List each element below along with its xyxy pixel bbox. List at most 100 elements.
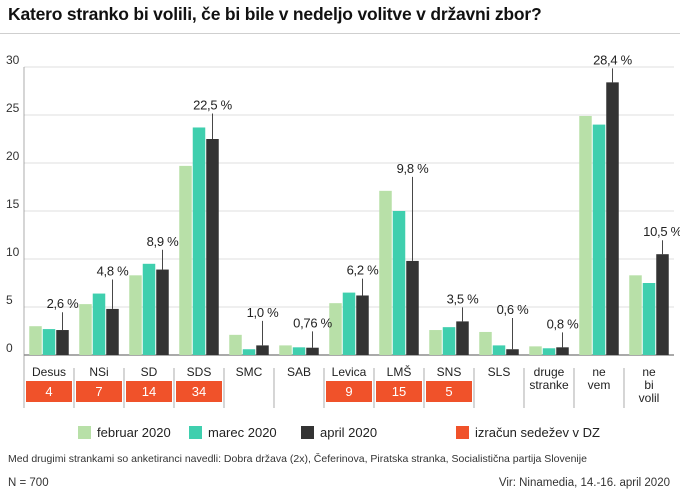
bar xyxy=(42,329,56,355)
seat-count: 15 xyxy=(392,384,406,399)
bar xyxy=(192,127,206,355)
data-label: 8,9 % xyxy=(147,234,179,249)
legend-swatch xyxy=(301,426,314,439)
seat-count: 5 xyxy=(445,384,452,399)
bar xyxy=(479,331,492,355)
y-tick-label: 5 xyxy=(6,293,13,307)
bar xyxy=(556,347,569,355)
y-tick-label: 25 xyxy=(6,101,20,115)
data-label: 22,5 % xyxy=(193,97,232,112)
data-label: 2,6 % xyxy=(47,296,79,311)
bar xyxy=(406,260,419,355)
seat-count: 9 xyxy=(345,384,352,399)
footnote: Med drugimi strankami so anketiranci nav… xyxy=(8,453,587,465)
bar xyxy=(492,345,506,355)
y-axis: 0 5 10 15 20 25 30 xyxy=(6,53,20,355)
bar xyxy=(142,263,156,355)
bar xyxy=(429,330,442,355)
legend-item-february: februar 2020 xyxy=(78,425,171,440)
bar xyxy=(29,326,42,355)
bar xyxy=(506,349,519,355)
seat-box xyxy=(426,381,472,402)
legend-label: marec 2020 xyxy=(208,425,277,440)
bar xyxy=(156,269,169,355)
bars xyxy=(29,82,669,356)
category-label: ne xyxy=(642,365,656,379)
bar xyxy=(179,165,192,355)
bar xyxy=(629,275,642,355)
bar xyxy=(79,304,92,355)
bar xyxy=(656,254,669,355)
data-label: 0,6 % xyxy=(497,302,529,317)
seat-box xyxy=(176,381,222,402)
bar xyxy=(356,295,369,355)
bar xyxy=(292,347,306,355)
category-label: ne xyxy=(592,365,606,379)
bar xyxy=(279,345,292,355)
data-label: 3,5 % xyxy=(447,291,479,306)
y-tick-label: 20 xyxy=(6,149,20,163)
category-label: stranke xyxy=(529,378,569,392)
category-label: Levica xyxy=(332,365,367,379)
category-label: LMŠ xyxy=(387,364,412,379)
category-label: SAB xyxy=(287,365,311,379)
legend-item-april: april 2020 xyxy=(301,425,377,440)
seat-count: 7 xyxy=(95,384,102,399)
legend-swatch xyxy=(78,426,91,439)
legend-label: februar 2020 xyxy=(97,425,171,440)
bar xyxy=(379,190,392,355)
data-label: 10,5 % xyxy=(643,224,680,239)
bar xyxy=(456,321,469,355)
legend-swatch xyxy=(189,426,202,439)
bar xyxy=(242,349,256,355)
seat-box xyxy=(326,381,372,402)
bar xyxy=(342,292,356,355)
category-label: vem xyxy=(588,378,611,392)
data-label: 0,8 % xyxy=(547,316,579,331)
seat-box xyxy=(76,381,122,402)
legend-label: april 2020 xyxy=(320,425,378,440)
seat-count: 14 xyxy=(142,384,156,399)
legend-swatch xyxy=(456,426,469,439)
legend-item-seats: izračun sedežev v DZ xyxy=(456,425,600,440)
bar xyxy=(229,334,242,355)
bar xyxy=(106,308,119,355)
category-label: SNS xyxy=(437,365,462,379)
category-label: Desus xyxy=(32,365,66,379)
seat-box xyxy=(26,381,72,402)
bar xyxy=(56,330,69,355)
data-label: 1,0 % xyxy=(247,305,279,320)
category-label: SLS xyxy=(488,365,511,379)
bar xyxy=(392,211,406,355)
bar xyxy=(329,303,342,355)
seat-boxes: 4 7 14 34 9 15 5 xyxy=(26,381,472,402)
bar xyxy=(542,348,556,355)
data-label: 6,2 % xyxy=(347,263,379,278)
bar xyxy=(129,275,142,355)
data-label: 4,8 % xyxy=(97,264,129,279)
seat-box xyxy=(126,381,172,402)
source: Vir: Ninamedia, 14.-16. april 2020 xyxy=(498,477,670,489)
legend-item-march: marec 2020 xyxy=(189,425,277,440)
bar xyxy=(206,139,219,355)
bar xyxy=(642,283,656,355)
bar xyxy=(442,327,456,355)
y-tick-label: 15 xyxy=(6,197,20,211)
bar-chart: 0 5 10 15 20 25 30 2,6 % 4,8 % 8,9 % 22,5 % 1,0 % 0… xyxy=(6,52,680,408)
bar xyxy=(92,293,106,355)
data-labels: 2,6 % 4,8 % 8,9 % 22,5 % 1,0 % 0,76 % 6,2 % 9,8… xyxy=(47,52,680,350)
data-label: 28,4 % xyxy=(593,52,632,67)
data-label: 9,8 % xyxy=(397,161,429,176)
bar xyxy=(579,115,592,356)
seat-count: 34 xyxy=(192,384,206,399)
chart-title: Katero stranko bi volili, če bi bile v n… xyxy=(8,4,542,24)
title-divider xyxy=(0,33,680,34)
y-tick-label: 30 xyxy=(6,53,20,67)
category-label: SMC xyxy=(236,365,263,379)
category-label: SDS xyxy=(187,365,212,379)
category-label: druge xyxy=(534,365,565,379)
bar xyxy=(606,82,619,356)
bar xyxy=(592,124,606,355)
bar xyxy=(529,346,542,355)
category-label: NSi xyxy=(89,365,108,379)
